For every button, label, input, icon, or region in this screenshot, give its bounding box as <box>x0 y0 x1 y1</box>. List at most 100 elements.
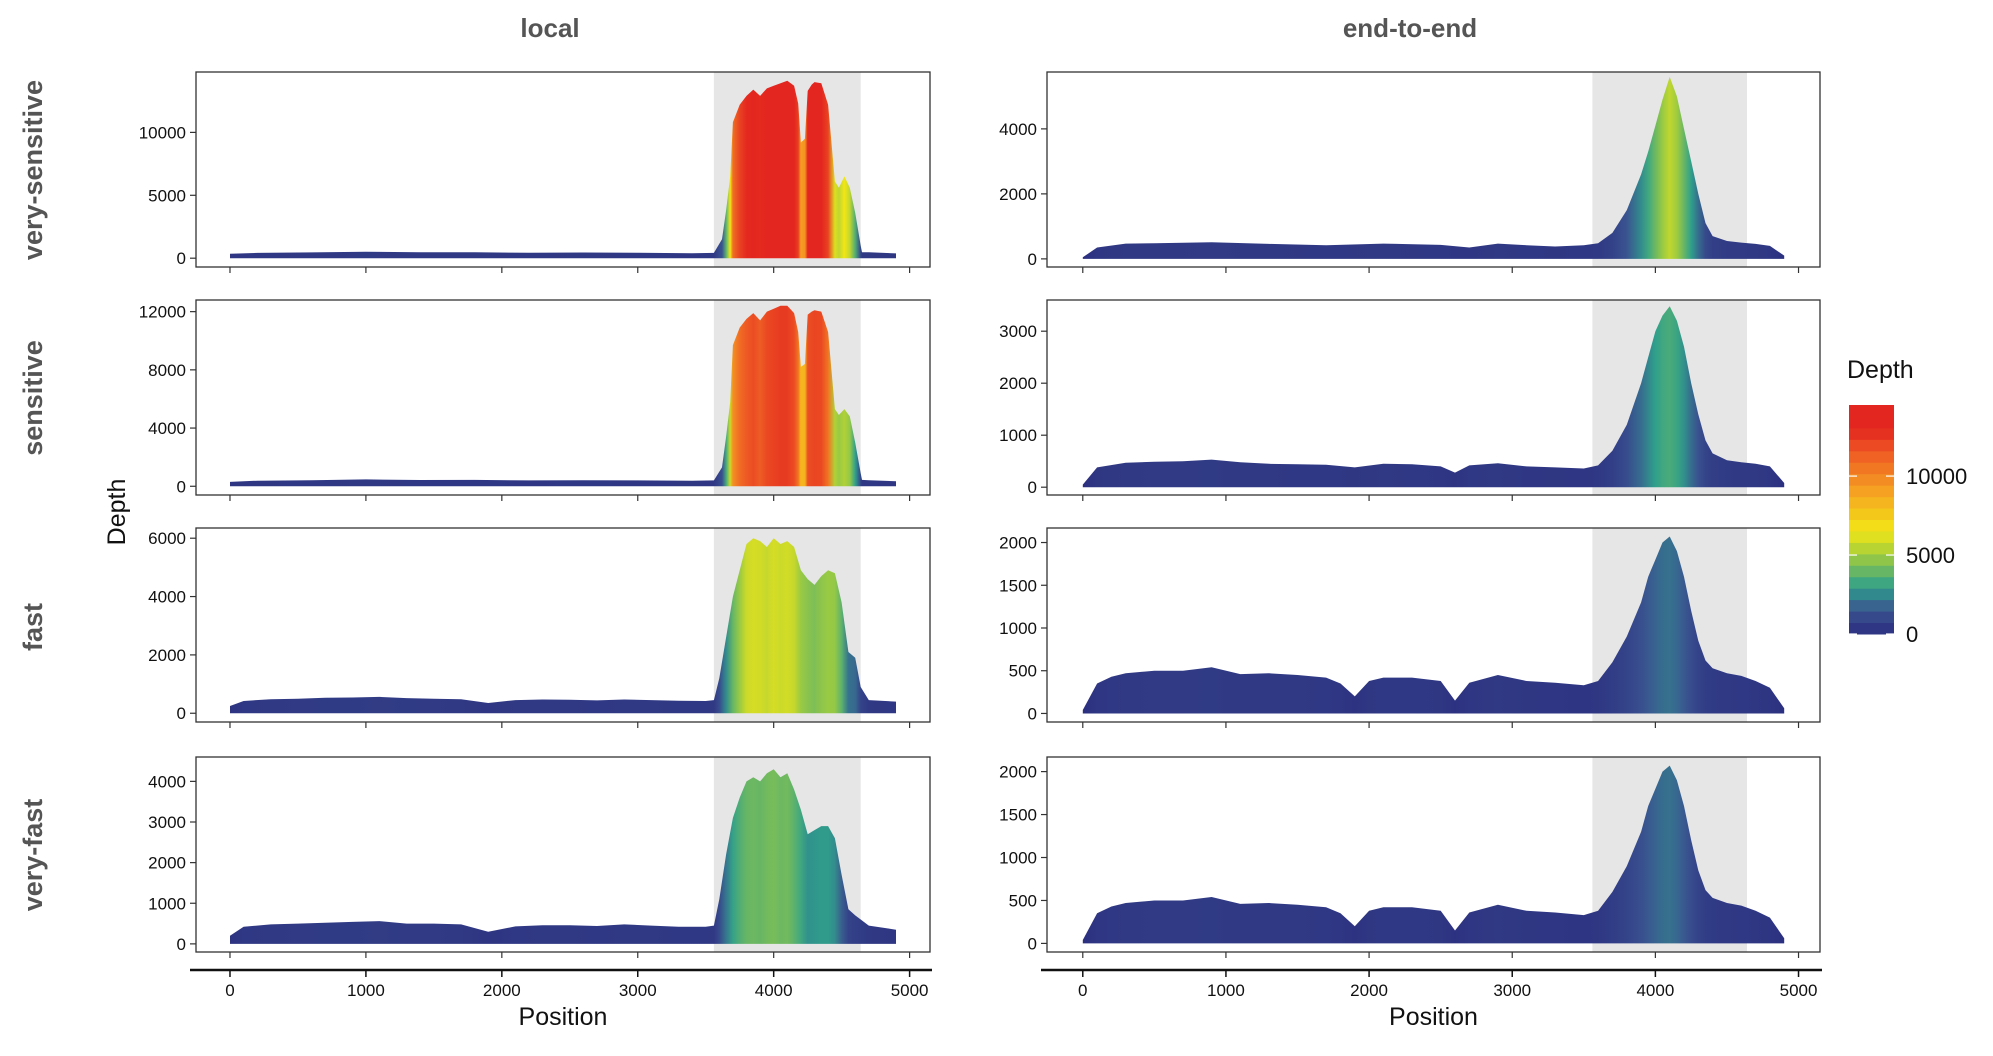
y-tick-label: 4000 <box>999 120 1037 139</box>
legend-color-band <box>1849 576 1894 589</box>
panel-very-fast-local: 0 1000 2000 3000 4000 <box>148 756 931 958</box>
legend-color-band <box>1849 599 1894 612</box>
x-tick-label: 1000 <box>1207 981 1245 1000</box>
legend-color-band <box>1849 485 1894 498</box>
y-tick-label: 0 <box>1028 250 1037 269</box>
legend-title: Depth <box>1847 356 1914 384</box>
legend-color-band <box>1849 450 1894 463</box>
legend-color-band <box>1849 439 1894 452</box>
depth-area <box>230 538 896 714</box>
depth-area <box>230 80 896 259</box>
y-tick-label: 4000 <box>148 419 186 438</box>
x-tick-label: 3000 <box>1493 981 1531 1000</box>
x-tick-label: 2000 <box>1350 981 1388 1000</box>
x-tick-label: 2000 <box>483 981 521 1000</box>
x-tick-label: 4000 <box>755 981 793 1000</box>
x-tick-label: 4000 <box>1636 981 1674 1000</box>
panel-sensitive-local: 0 4000 8000 12000 <box>139 299 931 501</box>
legend-color-band <box>1849 611 1894 624</box>
legend-label: 5000 <box>1906 543 1955 568</box>
y-tick-label: 2000 <box>999 763 1037 782</box>
y-tick-label: 2000 <box>999 534 1037 553</box>
legend-color-band <box>1849 462 1894 475</box>
panel-border <box>1046 71 1821 268</box>
depth-area <box>1082 306 1785 488</box>
legend-color-band <box>1849 588 1894 601</box>
legend-color-band <box>1849 622 1894 635</box>
panel-very-sensitive-local: 0 5000 10000 <box>139 71 931 273</box>
x-axis-title: Position <box>1389 1003 1478 1031</box>
y-tick-label: 0 <box>177 249 186 268</box>
y-tick-label: 0 <box>1028 934 1037 953</box>
y-tick-label: 1000 <box>148 894 186 913</box>
y-tick-label: 2000 <box>999 185 1037 204</box>
x-tick-label: 1000 <box>347 981 385 1000</box>
depth-area <box>1082 76 1785 259</box>
y-tick-label: 2000 <box>148 646 186 665</box>
x-tick-label: 3000 <box>619 981 657 1000</box>
depth-area <box>1082 765 1785 944</box>
x-axis-title: Position <box>519 1003 608 1031</box>
panel-border <box>1046 527 1821 723</box>
legend-color-band <box>1849 542 1894 555</box>
depth-legend: Depth 10000 5000 0 <box>1847 356 1967 647</box>
y-tick-label: 8000 <box>148 361 186 380</box>
column-title-local: local <box>520 13 579 43</box>
panel-border <box>195 299 931 496</box>
x-axis-local: 0 1000 2000 3000 4000 5000 Position <box>190 968 932 1031</box>
legend-label: 0 <box>1906 622 1918 647</box>
y-tick-label: 0 <box>1028 704 1037 723</box>
column-title-end-to-end: end-to-end <box>1343 13 1477 43</box>
row-title-sensitive: sensitive <box>18 340 48 456</box>
row-title-fast: fast <box>18 603 48 651</box>
panel-border <box>195 527 931 723</box>
depth-area <box>230 305 896 487</box>
y-tick-label: 10000 <box>139 123 186 142</box>
y-tick-label: 500 <box>1009 662 1037 681</box>
depth-area <box>230 769 896 944</box>
x-tick-label: 5000 <box>1780 981 1818 1000</box>
y-tick-label: 12000 <box>139 303 186 322</box>
legend-color-band <box>1849 496 1894 509</box>
y-tick-label: 1000 <box>999 426 1037 445</box>
legend-color-band <box>1849 473 1894 486</box>
panel-border <box>195 71 931 268</box>
legend-color-band <box>1849 405 1894 417</box>
y-tick-label: 0 <box>177 477 186 496</box>
x-tick-label: 0 <box>1078 981 1087 1000</box>
y-tick-label: 3000 <box>148 813 186 832</box>
legend-color-band <box>1849 508 1894 520</box>
y-tick-label: 1000 <box>999 619 1037 638</box>
y-axis-title: Depth <box>103 479 131 546</box>
y-tick-label: 1500 <box>999 576 1037 595</box>
legend-color-band <box>1849 519 1894 532</box>
legend-color-band <box>1849 427 1894 440</box>
y-tick-label: 3000 <box>999 322 1037 341</box>
y-tick-label: 5000 <box>148 186 186 205</box>
legend-color-band <box>1849 553 1894 566</box>
y-tick-label: 0 <box>177 704 186 723</box>
x-tick-label: 0 <box>225 981 234 1000</box>
y-tick-label: 6000 <box>148 529 186 548</box>
panel-very-fast-end-to-end: 0 500 1000 1500 2000 <box>999 756 1821 958</box>
panel-fast-local: 0 2000 4000 6000 <box>148 527 931 728</box>
y-tick-label: 2000 <box>148 854 186 873</box>
row-title-very-sensitive: very-sensitive <box>18 80 48 260</box>
y-tick-label: 2000 <box>999 374 1037 393</box>
panel-border <box>1046 299 1821 496</box>
y-tick-label: 0 <box>177 935 186 954</box>
legend-color-band <box>1849 416 1894 429</box>
y-tick-label: 1500 <box>999 806 1037 825</box>
panel-sensitive-end-to-end: 0 1000 2000 3000 <box>999 299 1821 501</box>
y-tick-label: 4000 <box>148 772 186 791</box>
row-title-very-fast: very-fast <box>18 799 48 912</box>
panel-border <box>195 756 931 953</box>
y-tick-label: 4000 <box>148 588 186 607</box>
y-tick-label: 0 <box>1028 478 1037 497</box>
y-tick-label: 1000 <box>999 849 1037 868</box>
panel-fast-end-to-end: 0 500 1000 1500 2000 <box>999 527 1821 728</box>
x-axis-end-to-end: 0 1000 2000 3000 4000 5000 Position <box>1041 968 1822 1031</box>
panel-very-sensitive-end-to-end: 0 2000 4000 <box>999 71 1821 273</box>
legend-color-band <box>1849 565 1894 578</box>
